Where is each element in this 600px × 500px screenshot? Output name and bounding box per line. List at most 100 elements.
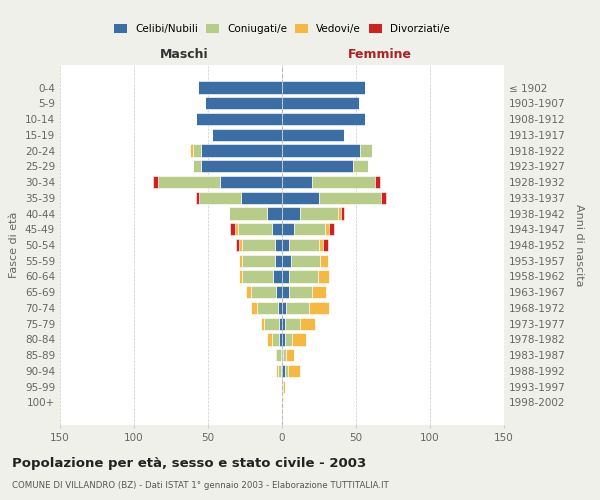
Bar bbox=[353, 160, 368, 172]
Bar bbox=[282, 223, 294, 235]
Bar bbox=[196, 192, 199, 204]
Bar bbox=[294, 223, 325, 235]
Bar bbox=[282, 97, 359, 110]
Bar bbox=[311, 176, 375, 188]
Bar bbox=[282, 239, 289, 251]
Bar bbox=[289, 239, 319, 251]
Bar bbox=[282, 270, 289, 282]
Bar bbox=[282, 254, 291, 267]
Bar bbox=[273, 270, 282, 282]
Bar bbox=[381, 192, 386, 204]
Bar bbox=[196, 113, 282, 125]
Bar bbox=[282, 208, 300, 220]
Bar bbox=[238, 223, 272, 235]
Bar bbox=[288, 365, 300, 377]
Bar bbox=[282, 192, 319, 204]
Bar bbox=[375, 176, 380, 188]
Bar bbox=[282, 128, 344, 141]
Bar bbox=[308, 302, 329, 314]
Bar bbox=[275, 349, 276, 362]
Bar bbox=[199, 192, 241, 204]
Bar bbox=[300, 318, 314, 330]
Bar bbox=[285, 365, 288, 377]
Bar bbox=[289, 270, 317, 282]
Bar bbox=[264, 318, 279, 330]
Bar bbox=[282, 365, 285, 377]
Bar bbox=[267, 334, 272, 345]
Y-axis label: Anni di nascita: Anni di nascita bbox=[574, 204, 584, 286]
Bar bbox=[282, 380, 283, 393]
Bar bbox=[200, 160, 282, 172]
Bar bbox=[242, 270, 273, 282]
Bar bbox=[317, 270, 329, 282]
Bar bbox=[282, 396, 283, 408]
Bar bbox=[329, 223, 334, 235]
Bar bbox=[153, 176, 158, 188]
Bar bbox=[276, 286, 282, 298]
Bar bbox=[275, 254, 282, 267]
Bar bbox=[261, 318, 264, 330]
Bar bbox=[361, 144, 372, 156]
Bar bbox=[278, 365, 281, 377]
Bar bbox=[319, 239, 323, 251]
Bar bbox=[285, 334, 292, 345]
Text: Maschi: Maschi bbox=[160, 48, 209, 62]
Bar bbox=[229, 208, 267, 220]
Bar bbox=[282, 302, 286, 314]
Bar bbox=[338, 208, 341, 220]
Bar bbox=[281, 365, 282, 377]
Bar bbox=[239, 254, 242, 267]
Bar bbox=[320, 254, 328, 267]
Bar bbox=[286, 302, 308, 314]
Bar bbox=[241, 192, 282, 204]
Bar bbox=[230, 223, 235, 235]
Bar bbox=[292, 334, 305, 345]
Bar bbox=[282, 286, 289, 298]
Legend: Celibi/Nubili, Coniugati/e, Vedovi/e, Divorziati/e: Celibi/Nubili, Coniugati/e, Vedovi/e, Di… bbox=[110, 20, 454, 38]
Bar bbox=[276, 349, 281, 362]
Bar bbox=[279, 318, 282, 330]
Bar bbox=[272, 334, 279, 345]
Bar bbox=[282, 144, 361, 156]
Bar bbox=[242, 254, 275, 267]
Bar bbox=[286, 349, 294, 362]
Bar bbox=[236, 239, 239, 251]
Bar bbox=[220, 176, 282, 188]
Bar bbox=[325, 223, 329, 235]
Bar bbox=[285, 318, 300, 330]
Bar bbox=[235, 223, 238, 235]
Bar bbox=[300, 208, 338, 220]
Bar bbox=[282, 82, 365, 94]
Bar bbox=[283, 380, 285, 393]
Bar bbox=[193, 160, 200, 172]
Bar bbox=[282, 176, 311, 188]
Bar bbox=[289, 286, 311, 298]
Bar bbox=[190, 144, 193, 156]
Bar bbox=[283, 349, 286, 362]
Bar bbox=[212, 128, 282, 141]
Bar bbox=[239, 270, 242, 282]
Bar bbox=[272, 223, 282, 235]
Bar bbox=[242, 239, 275, 251]
Bar bbox=[282, 318, 285, 330]
Bar bbox=[257, 302, 278, 314]
Bar bbox=[279, 334, 282, 345]
Bar bbox=[291, 254, 320, 267]
Bar bbox=[200, 144, 282, 156]
Text: Femmine: Femmine bbox=[347, 48, 412, 62]
Bar bbox=[341, 208, 344, 220]
Bar bbox=[282, 160, 353, 172]
Bar bbox=[251, 286, 276, 298]
Bar bbox=[158, 176, 220, 188]
Bar bbox=[239, 239, 242, 251]
Bar bbox=[197, 82, 282, 94]
Text: COMUNE DI VILLANDRO (BZ) - Dati ISTAT 1° gennaio 2003 - Elaborazione TUTTITALIA.: COMUNE DI VILLANDRO (BZ) - Dati ISTAT 1°… bbox=[12, 481, 389, 490]
Bar bbox=[311, 286, 326, 298]
Bar bbox=[193, 144, 200, 156]
Bar bbox=[251, 302, 257, 314]
Bar bbox=[275, 239, 282, 251]
Bar bbox=[323, 239, 328, 251]
Bar bbox=[282, 113, 365, 125]
Bar bbox=[276, 365, 278, 377]
Bar bbox=[282, 334, 285, 345]
